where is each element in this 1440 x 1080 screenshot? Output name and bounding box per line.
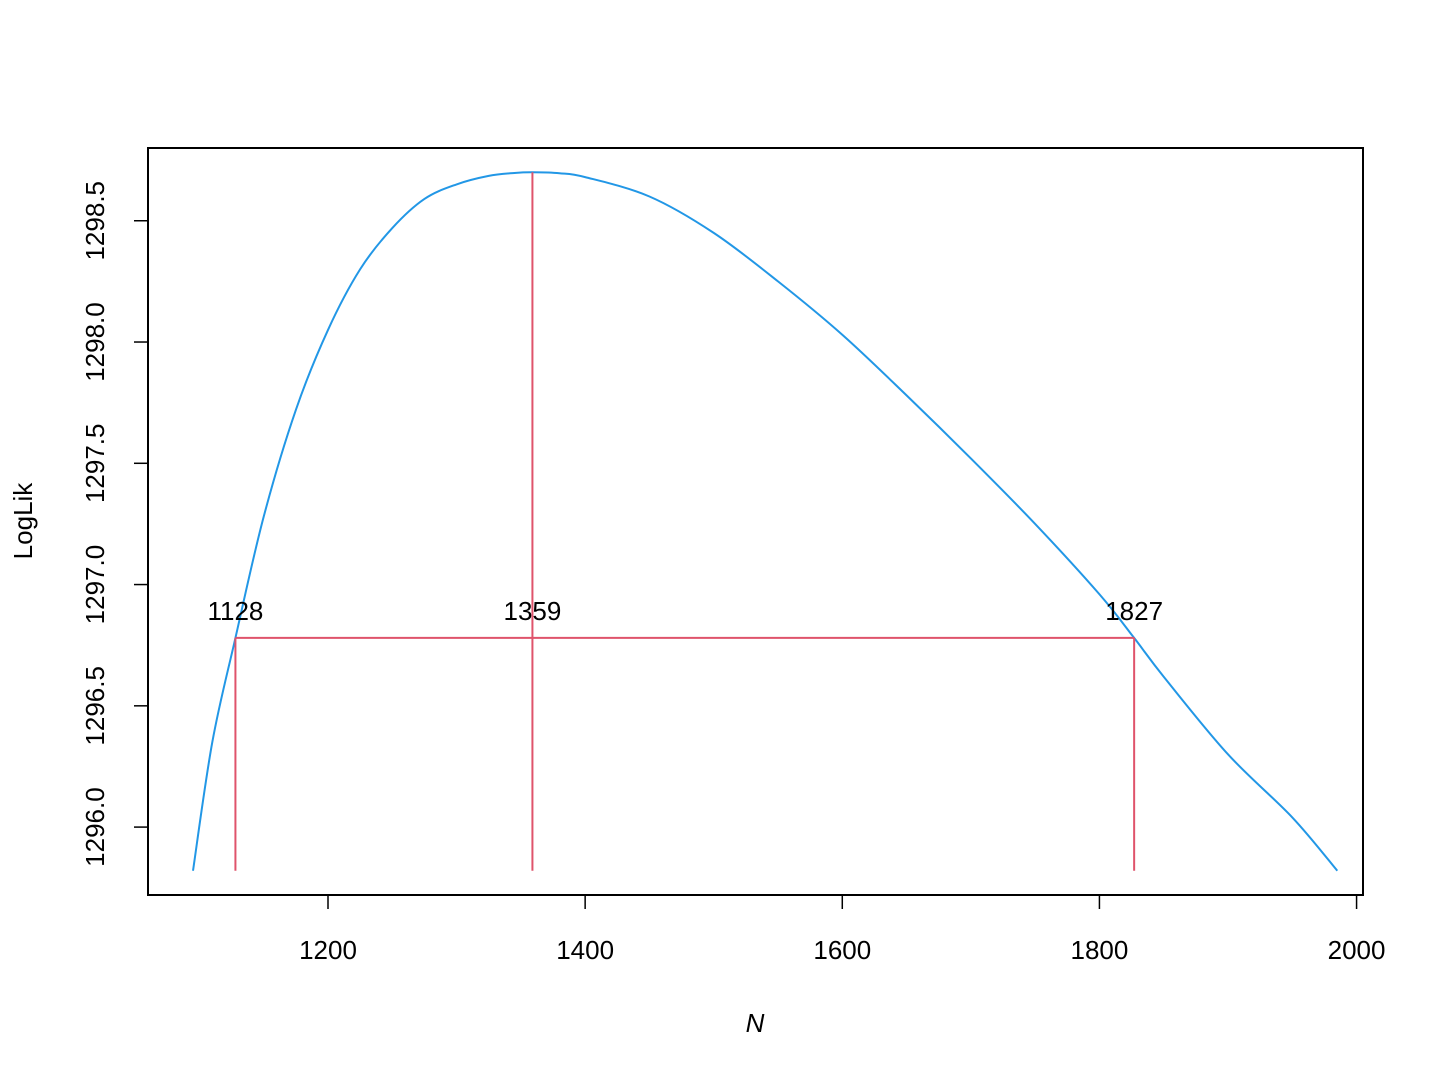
x-axis: 1200 1400 1600 1800 2000 — [299, 894, 1386, 965]
y-axis-title: LogLik — [8, 482, 38, 560]
plot-area: 1128 1359 1827 — [192, 171, 1339, 872]
plot-frame — [147, 147, 1364, 896]
y-tick-label: 1296.0 — [80, 787, 110, 867]
y-tick-label: 1297.5 — [80, 424, 110, 504]
loglik-curve — [192, 171, 1339, 872]
x-tick-label: 1200 — [299, 935, 357, 965]
x-tick-label: 1800 — [1071, 935, 1129, 965]
y-tick-label: 1298.0 — [80, 302, 110, 382]
y-tick-label: 1296.5 — [80, 666, 110, 746]
x-tick-label: 1600 — [813, 935, 871, 965]
ci-lower-label: 1128 — [207, 596, 263, 626]
y-tick-label: 1298.5 — [80, 181, 110, 261]
ci-upper-label: 1827 — [1105, 596, 1163, 626]
x-tick-label: 1400 — [556, 935, 614, 965]
mle-label: 1359 — [504, 596, 562, 626]
y-axis: 1296.0 1296.5 1297.0 1297.5 1298.0 1298.5 — [80, 181, 149, 867]
x-tick-label: 2000 — [1328, 935, 1386, 965]
x-axis-title: N — [746, 1008, 765, 1038]
y-tick-label: 1297.0 — [80, 545, 110, 625]
